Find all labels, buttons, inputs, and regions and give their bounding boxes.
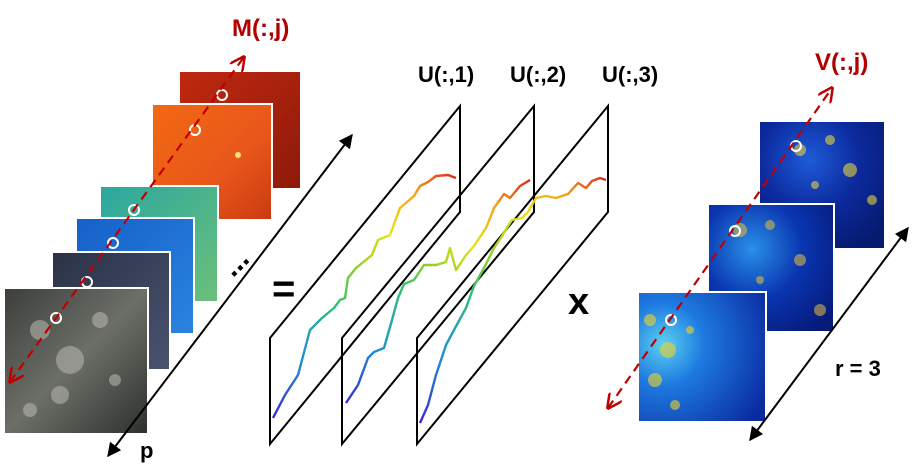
u-curve-3 [418, 176, 607, 424]
bright-spot [235, 152, 241, 158]
v-layer-bright [637, 291, 767, 423]
v-column-label: V(:,j) [815, 49, 868, 76]
u-panel-2 [341, 103, 535, 447]
u-panels [269, 103, 609, 447]
v-vector-arrow [608, 88, 832, 408]
r-axis-label: r = 3 [835, 356, 881, 381]
p-axis-arrow [107, 133, 353, 458]
p-axis-label: p [140, 438, 153, 463]
u2-label: U(:,2) [510, 62, 566, 87]
ellipsis: ... [215, 242, 256, 283]
u-panel-3 [416, 103, 609, 447]
u-curve-2 [345, 178, 531, 404]
equals-sign: = [272, 267, 295, 311]
u-panel-1 [269, 103, 461, 447]
u3-label: U(:,3) [602, 62, 658, 87]
m-column-label: M(:,j) [232, 15, 289, 42]
u1-label: U(:,1) [418, 62, 474, 87]
u-curve-1 [271, 173, 457, 419]
m-image-stack [3, 57, 300, 435]
times-sign: x [568, 281, 589, 323]
u-spectra [271, 173, 607, 424]
r-axis-arrow [749, 226, 909, 442]
